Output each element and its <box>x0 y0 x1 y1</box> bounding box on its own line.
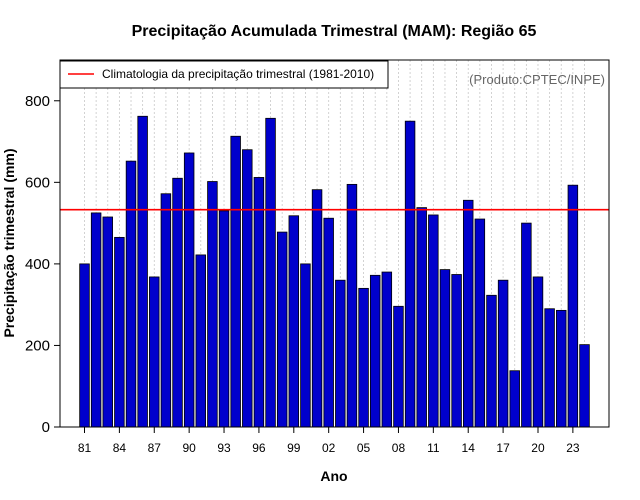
y-tick-label: 800 <box>25 93 50 110</box>
bar-1991 <box>195 254 207 428</box>
plot-frame <box>59 59 610 428</box>
bar-1985 <box>125 160 137 428</box>
x-tick-label: 87 <box>148 441 162 455</box>
bar-1987 <box>149 276 160 428</box>
y-axis: 0 200 400 600 800 <box>25 93 60 436</box>
y-tick-label: 200 <box>25 337 50 354</box>
y-tick-label: 600 <box>25 174 50 191</box>
bar-1994 <box>230 135 241 428</box>
bars <box>79 115 590 428</box>
x-tick-label: 11 <box>427 441 440 455</box>
legend-box <box>59 60 389 89</box>
bar-2003 <box>335 279 346 428</box>
bar-1997 <box>265 117 276 428</box>
y-tick-label: 400 <box>25 256 50 273</box>
bar-2000 <box>300 263 311 428</box>
bar-2010 <box>416 207 427 428</box>
credit-text: (Produto:CPTEC/INPE) <box>469 72 605 87</box>
bar-2014 <box>462 199 474 428</box>
x-axis: 81 84 87 90 93 96 99 02 05 08 11 14 17 20 23 <box>78 427 580 455</box>
bar-1981 <box>79 263 90 428</box>
grid-lines <box>84 60 585 427</box>
x-tick-label: 05 <box>357 441 371 455</box>
bar-2022 <box>556 309 567 428</box>
bar-1992 <box>207 181 218 428</box>
bar-2011 <box>428 214 439 428</box>
bar-2007 <box>381 271 393 428</box>
bar-2008 <box>393 305 404 428</box>
bar-2006 <box>369 274 381 428</box>
x-tick-label: 84 <box>113 441 127 455</box>
bar-1983 <box>102 216 113 428</box>
bar-1982 <box>90 212 102 428</box>
bar-2021 <box>544 308 555 428</box>
bar-2005 <box>358 287 369 428</box>
bar-1989 <box>172 177 183 428</box>
bar-1998 <box>276 231 288 428</box>
bar-2012 <box>439 269 451 428</box>
x-tick-label: 23 <box>566 441 580 455</box>
x-tick-label: 96 <box>252 441 266 455</box>
x-axis-label: Ano <box>320 468 347 484</box>
y-tick-label: 0 <box>42 419 50 436</box>
bar-2017 <box>497 279 509 428</box>
bar-1999 <box>288 215 300 428</box>
x-tick-label: 17 <box>496 441 510 455</box>
bar-1995 <box>242 149 253 428</box>
bar-1984 <box>114 236 125 428</box>
legend-label: Climatologia da precipitação trimestral … <box>102 67 374 81</box>
bar-1986 <box>137 115 148 428</box>
x-tick-label: 81 <box>78 441 92 455</box>
bar-2016 <box>486 294 497 428</box>
bar-2004 <box>346 183 358 428</box>
bar-2002 <box>323 217 334 428</box>
bar-2009 <box>404 120 416 428</box>
bar-1990 <box>183 152 195 428</box>
x-tick-label: 14 <box>462 441 476 455</box>
x-tick-label: 93 <box>217 441 231 455</box>
bar-2024 <box>579 344 590 428</box>
x-tick-label: 99 <box>287 441 301 455</box>
bar-1996 <box>253 177 265 428</box>
legend: Climatologia da precipitação trimestral … <box>59 60 389 89</box>
bar-2020 <box>532 276 544 428</box>
x-tick-label: 20 <box>531 441 545 455</box>
bar-2023 <box>567 184 579 428</box>
bar-1993 <box>218 210 230 428</box>
bar-2019 <box>521 222 532 428</box>
bar-2018 <box>509 370 520 428</box>
bar-1988 <box>160 193 172 428</box>
bar-2015 <box>474 218 486 428</box>
x-tick-label: 90 <box>182 441 196 455</box>
x-tick-label: 02 <box>322 441 336 455</box>
y-axis-label: Precipitação trimestral (mm) <box>1 148 17 337</box>
bar-2001 <box>311 189 323 428</box>
bar-2013 <box>451 274 462 428</box>
x-tick-label: 08 <box>392 441 406 455</box>
chart-title: Precipitação Acumulada Trimestral (MAM):… <box>132 23 537 40</box>
